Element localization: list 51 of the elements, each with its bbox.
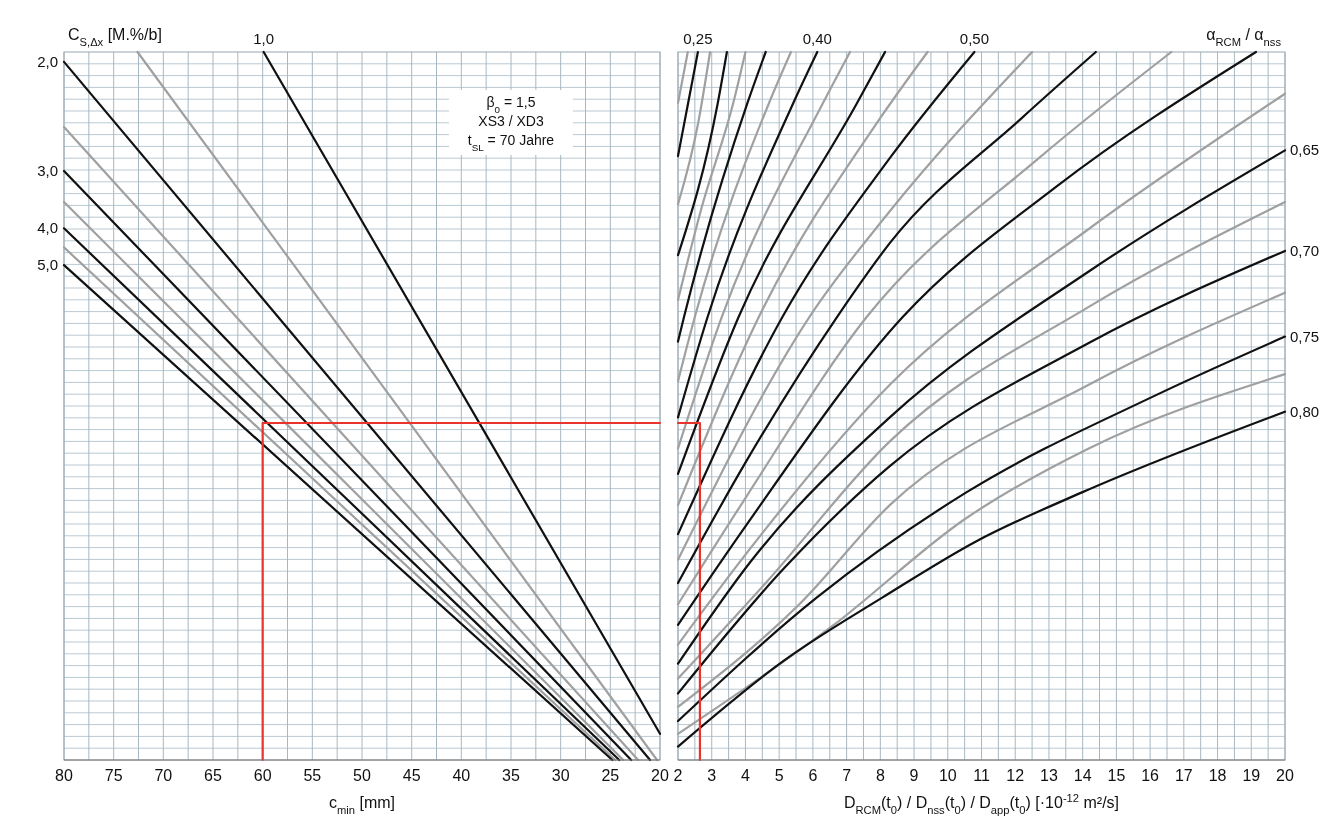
x-tick-label: 75 xyxy=(104,767,123,784)
series-label: 0,65 xyxy=(1290,141,1320,159)
x-tick-label: 20 xyxy=(651,767,669,784)
series-label: 0,50 xyxy=(959,30,990,47)
x-tick-label: 8 xyxy=(875,767,885,784)
x-tick-label: 4 xyxy=(740,767,750,784)
series-label: 0,80 xyxy=(1290,402,1320,420)
x-tick-label: 7 xyxy=(842,767,852,784)
x-tick-label: 19 xyxy=(1242,767,1261,784)
x-tick-label: 20 xyxy=(1276,767,1294,784)
series-label: 5,0 xyxy=(37,256,58,274)
x-tick-label: 25 xyxy=(601,767,620,784)
x-tick-label: 18 xyxy=(1208,767,1227,784)
x-tick-label: 70 xyxy=(154,767,173,784)
x-tick-label: 17 xyxy=(1174,767,1193,784)
x-axis-title: c$_{min}$ [mm] xyxy=(328,794,396,816)
x-tick-label: 80 xyxy=(55,767,73,784)
series-label: 0,25 xyxy=(683,30,713,47)
x-tick-label: 35 xyxy=(502,767,520,784)
x-tick-label: 3 xyxy=(707,767,717,784)
annotation: t$_{SL}$ = 70 Jahre xyxy=(467,132,555,153)
annotation: β$_{0}$ = 1,5 xyxy=(486,94,536,115)
x-tick-label: 50 xyxy=(353,767,371,784)
x-tick-label: 11 xyxy=(973,767,990,784)
series-label: 4,0 xyxy=(37,219,58,237)
x-tick-label: 5 xyxy=(774,767,784,784)
series-label: 0,75 xyxy=(1290,327,1320,345)
x-tick-label: 30 xyxy=(551,767,570,784)
y-axis-title: C$_{S,Δx}$ [M.%/b] xyxy=(68,26,162,48)
series-label: 1,0 xyxy=(253,30,275,47)
x-tick-label: 10 xyxy=(938,767,957,784)
x-tick-label: 16 xyxy=(1141,767,1160,784)
x-tick-label: 6 xyxy=(808,767,818,784)
text: D$_{RCM}$(t$_{0}$) / D$_{nss}$(t$_{0}$) / D$_{app}$(t$_{0}$) [·10$^{-12}$ m²/s] xyxy=(843,792,1120,816)
x-tick-label: 65 xyxy=(204,767,222,784)
x-tick-label: 40 xyxy=(452,767,471,784)
x-tick-label: 13 xyxy=(1040,767,1058,784)
series-label: 0,70 xyxy=(1290,241,1320,259)
x-tick-label: 14 xyxy=(1073,767,1092,784)
x-tick-label: 12 xyxy=(1006,767,1025,784)
series-label: 2,0 xyxy=(37,52,58,70)
x-tick-label: 60 xyxy=(253,767,272,784)
x-tick-label: 9 xyxy=(909,767,919,784)
x-tick-label: 55 xyxy=(303,767,322,784)
x-tick-label: 15 xyxy=(1107,767,1126,784)
series-label: 0,40 xyxy=(802,30,832,47)
series-label: 3,0 xyxy=(37,161,58,179)
y-axis-title: α$_{RCM}$ / α$_{nss}$ xyxy=(1206,26,1282,48)
x-tick-label: 45 xyxy=(402,767,421,784)
annotation: XS3 / XD3 xyxy=(478,113,544,129)
x-tick-label: 2 xyxy=(673,767,683,784)
